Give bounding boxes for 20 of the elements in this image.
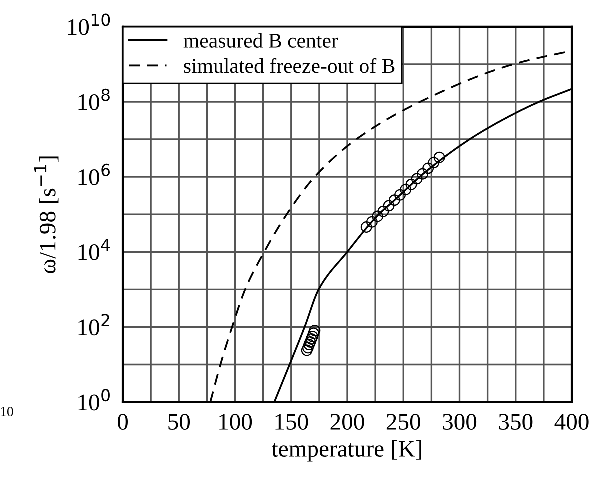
x-tick-label: 250 [386, 414, 420, 430]
y-tick-label: 10$^{4}$ [78, 239, 110, 260]
x-tick-label: 300 [443, 414, 477, 430]
x-tick-label: 0 [118, 414, 128, 430]
text: 10 [1, 407, 14, 416]
x-tick-label: 100 [220, 414, 252, 430]
x-tick-label: 400 [554, 414, 589, 430]
y-tick-label: 10$^{8}$ [78, 88, 110, 110]
y-tick-label: 10$^{0}$ [78, 389, 110, 411]
x-tick-label: 350 [499, 414, 533, 430]
y-tick-label: 10$^{10}$ [68, 14, 110, 36]
x-tick-label: 50 [168, 414, 190, 430]
legend-label: simulated freeze-out of B [184, 58, 395, 74]
legend-label: measured B center [184, 33, 338, 48]
y-tick-label: 10$^{6}$ [78, 164, 110, 186]
x-tick-label: 200 [330, 414, 364, 430]
y-tick-label: 10$^{2}$ [78, 314, 110, 336]
x-tick-label: 150 [276, 414, 308, 430]
y-axis-title: ω/1.98 [s$^{−1}$] [34, 156, 59, 274]
x-axis-title: temperature [K] [272, 440, 422, 462]
